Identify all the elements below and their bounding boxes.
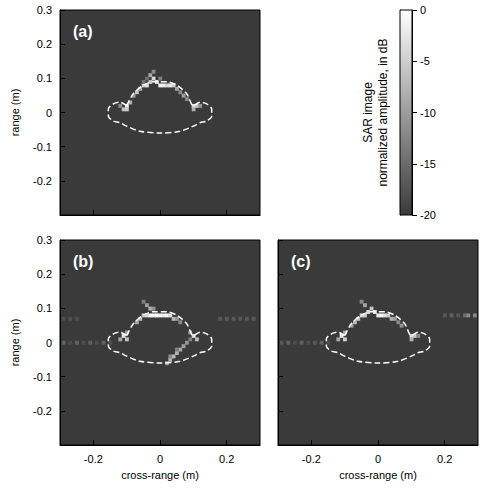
svg-text:0: 0 (46, 337, 52, 349)
svg-text:cross-range (m): cross-range (m) (339, 469, 417, 481)
svg-text:range (m): range (m) (9, 319, 21, 367)
svg-text:0: 0 (157, 453, 163, 465)
svg-text:range (m): range (m) (9, 89, 21, 137)
svg-text:-0.2: -0.2 (33, 175, 52, 187)
svg-text:SAR image: SAR image (361, 82, 375, 143)
svg-text:-20: -20 (420, 209, 436, 221)
svg-text:0.2: 0.2 (37, 38, 52, 50)
svg-text:-0.1: -0.1 (33, 141, 52, 153)
svg-text:(c): (c) (291, 253, 311, 270)
svg-text:-0.2: -0.2 (84, 453, 103, 465)
svg-text:cross-range (m): cross-range (m) (121, 469, 199, 481)
svg-text:0.3: 0.3 (37, 234, 52, 246)
svg-text:-5: -5 (420, 55, 430, 67)
svg-text:0: 0 (420, 4, 426, 16)
svg-text:-15: -15 (420, 158, 436, 170)
svg-text:0.2: 0.2 (37, 268, 52, 280)
svg-text:0: 0 (46, 107, 52, 119)
svg-text:0.1: 0.1 (37, 72, 52, 84)
svg-text:0.2: 0.2 (437, 453, 452, 465)
svg-text:-0.2: -0.2 (33, 405, 52, 417)
svg-text:0.1: 0.1 (37, 302, 52, 314)
svg-text:(b): (b) (73, 253, 93, 270)
svg-text:-10: -10 (420, 107, 436, 119)
svg-text:0.3: 0.3 (37, 4, 52, 16)
svg-text:normalized amplitude, in dB: normalized amplitude, in dB (376, 38, 390, 186)
svg-text:-0.1: -0.1 (33, 371, 52, 383)
svg-text:(a): (a) (73, 23, 93, 40)
svg-text:0.2: 0.2 (219, 453, 234, 465)
svg-text:-0.2: -0.2 (302, 453, 321, 465)
svg-text:0: 0 (375, 453, 381, 465)
